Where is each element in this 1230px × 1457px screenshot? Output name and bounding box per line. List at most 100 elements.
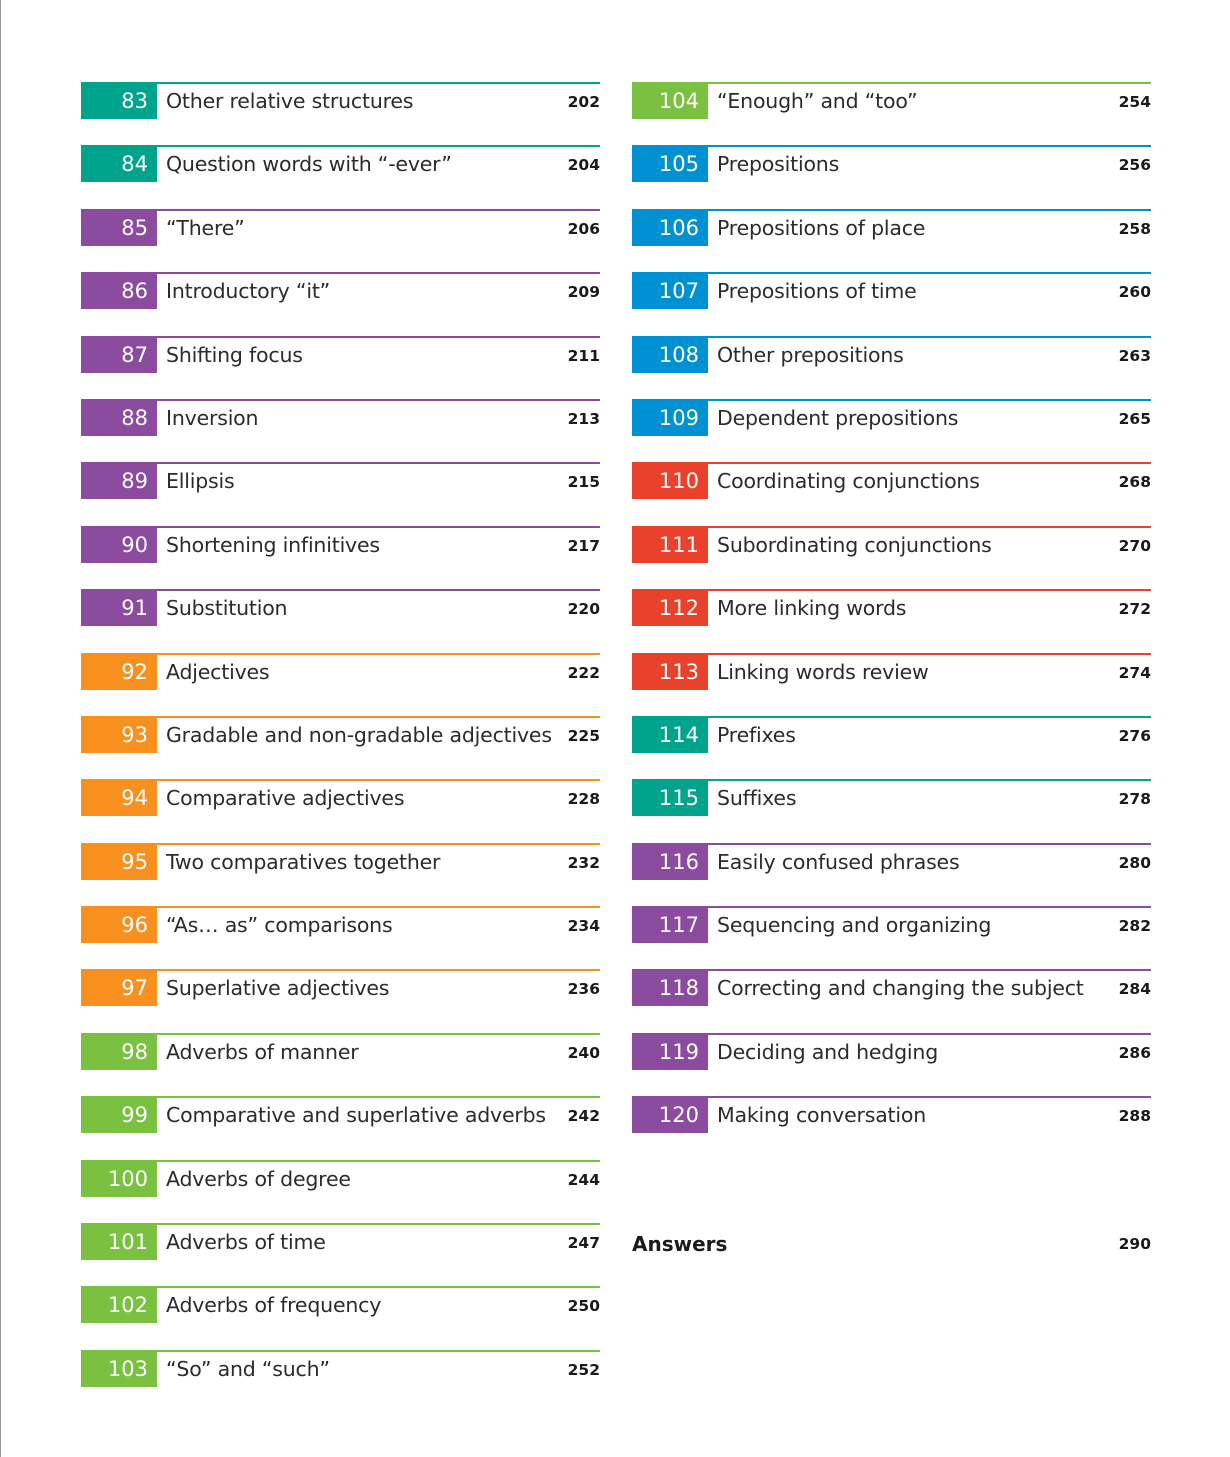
toc-entry[interactable]: 98 Adverbs of manner 240 [81, 1032, 600, 1070]
toc-entry[interactable]: 105 Prepositions 256 [632, 145, 1151, 183]
toc-entry[interactable]: 104 “Enough” and “too” 254 [632, 82, 1151, 119]
toc-entry[interactable]: 96 “As… as” comparisons 234 [81, 906, 600, 944]
unit-number-badge: 99 [81, 1098, 157, 1134]
page-number: 213 [567, 409, 600, 428]
page-number: 252 [567, 1360, 600, 1379]
toc-left-column: 83 Other relative structures 202 84 Question… [81, 82, 600, 1413]
page-number: 220 [567, 600, 600, 619]
toc-entry[interactable]: 110 Coordinating conjunctions 268 [632, 462, 1151, 500]
toc-entry[interactable]: 86 Introductory “it” 209 [81, 272, 600, 310]
page-edge-line [0, 0, 1, 1457]
unit-number-badge: 120 [632, 1098, 708, 1134]
page-number: 232 [567, 853, 600, 872]
toc-entry[interactable]: 116 Easily confused phrases 280 [632, 842, 1151, 880]
unit-number-badge: 86 [81, 274, 157, 310]
unit-title: Prefixes [717, 722, 796, 747]
unit-number-badge: 88 [81, 400, 157, 436]
toc-entry[interactable]: 117 Sequencing and organizing 282 [632, 906, 1151, 944]
page-number: 254 [1118, 93, 1151, 111]
toc-entry[interactable]: 97 Superlative adjectives 236 [81, 969, 600, 1007]
page-number: 215 [567, 473, 600, 492]
unit-number-badge: 107 [632, 274, 708, 310]
toc-entry[interactable]: 95 Two comparatives together 232 [81, 842, 600, 880]
unit-title: Prepositions of time [717, 279, 917, 304]
page-number: 265 [1118, 409, 1151, 428]
toc-entry[interactable]: 91 Substitution 220 [81, 589, 600, 627]
toc-entry[interactable]: 102 Adverbs of frequency 250 [81, 1286, 600, 1324]
toc-entry[interactable]: 92 Adjectives 222 [81, 652, 600, 690]
unit-number-badge: 113 [632, 654, 708, 690]
toc-entry[interactable]: 107 Prepositions of time 260 [632, 272, 1151, 310]
unit-number-badge: 106 [632, 210, 708, 246]
unit-title: Ellipsis [166, 469, 235, 494]
page-number: 276 [1118, 726, 1151, 745]
page-number: 236 [567, 980, 600, 999]
answers-page-number: 290 [1118, 1235, 1151, 1253]
toc-entry[interactable]: 119 Deciding and hedging 286 [632, 1032, 1151, 1070]
toc-entry[interactable]: 99 Comparative and superlative adverbs 242 [81, 1096, 600, 1134]
toc-entry[interactable]: 84 Question words with “-ever” 204 [81, 145, 600, 183]
unit-number-badge: 109 [632, 400, 708, 436]
toc-entry[interactable]: 112 More linking words 272 [632, 589, 1151, 627]
unit-title: Adverbs of degree [166, 1166, 351, 1191]
toc-entry[interactable]: 90 Shortening infinitives 217 [81, 525, 600, 563]
toc-entry[interactable]: 109 Dependent prepositions 265 [632, 398, 1151, 436]
unit-number-badge: 112 [632, 591, 708, 627]
toc-entry[interactable]: 113 Linking words review 274 [632, 652, 1151, 690]
unit-number-badge: 85 [81, 210, 157, 246]
toc-entry[interactable]: 108 Other prepositions 263 [632, 335, 1151, 373]
toc-entry[interactable]: 114 Prefixes 276 [632, 715, 1151, 753]
toc-entry[interactable]: 100 Adverbs of degree 244 [81, 1159, 600, 1197]
toc-entry[interactable]: 89 Ellipsis 215 [81, 462, 600, 500]
toc-entry[interactable]: 88 Inversion 213 [81, 398, 600, 436]
page-number: 263 [1118, 346, 1151, 365]
toc-entry[interactable]: 120 Making conversation 288 [632, 1096, 1151, 1134]
unit-title: “So” and “such” [166, 1356, 330, 1381]
unit-title: Deciding and hedging [717, 1039, 939, 1064]
toc-entry[interactable]: 106 Prepositions of place 258 [632, 208, 1151, 246]
unit-number-badge: 118 [632, 971, 708, 1007]
unit-number-badge: 116 [632, 844, 708, 880]
toc-entry[interactable]: 118 Correcting and changing the subject 28… [632, 969, 1151, 1007]
unit-number-badge: 101 [81, 1225, 157, 1261]
page-number: 260 [1118, 283, 1151, 302]
unit-title: Other relative structures [166, 89, 414, 113]
unit-number-badge: 83 [81, 84, 157, 119]
toc-entry[interactable]: 94 Comparative adjectives 228 [81, 779, 600, 817]
toc-entry[interactable]: 93 Gradable and non-gradable adjectives 22… [81, 715, 600, 753]
unit-title: Inversion [166, 405, 259, 430]
toc-entry[interactable]: 115 Suffixes 278 [632, 779, 1151, 817]
unit-number-badge: 91 [81, 591, 157, 627]
unit-title: Linking words review [717, 659, 929, 684]
unit-title: Sequencing and organizing [717, 913, 992, 938]
unit-number-badge: 97 [81, 971, 157, 1007]
toc-entry[interactable]: 101 Adverbs of time 247 [81, 1223, 600, 1261]
page-number: 234 [567, 917, 600, 936]
page-number: 250 [567, 1297, 600, 1316]
toc-entry[interactable]: 85 “There” 206 [81, 208, 600, 246]
toc-entry-answers[interactable]: Answers 290 [632, 1226, 1151, 1262]
toc-entry[interactable]: 103 “So” and “such” 252 [81, 1349, 600, 1387]
toc-entry[interactable]: 87 Shifting focus 211 [81, 335, 600, 373]
unit-title: “Enough” and “too” [717, 89, 918, 113]
unit-title: Introductory “it” [166, 279, 331, 304]
unit-title: Adverbs of time [166, 1230, 326, 1255]
page-number: 272 [1118, 600, 1151, 619]
unit-number-badge: 104 [632, 84, 708, 119]
toc-entry[interactable]: 83 Other relative structures 202 [81, 82, 600, 119]
unit-title: Shortening infinitives [166, 532, 380, 557]
page-number: 256 [1118, 156, 1151, 175]
page-number: 240 [567, 1043, 600, 1062]
toc-entry[interactable]: 111 Subordinating conjunctions 270 [632, 525, 1151, 563]
unit-title: Two comparatives together [166, 849, 441, 874]
unit-title: Adjectives [166, 659, 270, 684]
unit-number-badge: 103 [81, 1351, 157, 1387]
unit-number-badge: 87 [81, 337, 157, 373]
page-number: 202 [567, 93, 600, 111]
unit-title: Substitution [166, 596, 288, 621]
unit-title: Making conversation [717, 1103, 927, 1128]
unit-number-badge: 110 [632, 464, 708, 500]
page-number: 280 [1118, 853, 1151, 872]
page-number: 222 [567, 663, 600, 682]
page-number: 270 [1118, 536, 1151, 555]
